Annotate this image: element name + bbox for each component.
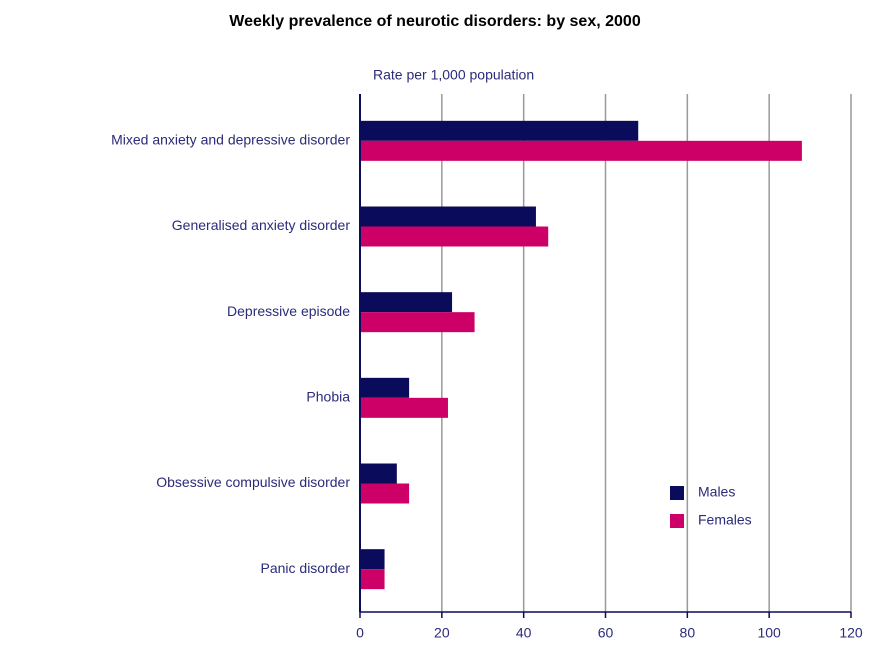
x-tick-label: 80 (680, 625, 696, 641)
bar (360, 397, 448, 418)
legend-swatch (670, 514, 684, 528)
x-tick-label: 20 (434, 625, 450, 641)
bar (360, 292, 453, 313)
y-tick-label: Generalised anxiety disorder (172, 217, 351, 233)
x-tick-label: 40 (516, 625, 532, 641)
bar (360, 140, 802, 161)
legend-swatch (670, 486, 684, 500)
x-tick-label: 60 (598, 625, 614, 641)
y-tick-label: Panic disorder (261, 560, 351, 576)
x-tick-label: 100 (757, 625, 781, 641)
x-tick-label: 120 (839, 625, 863, 641)
y-tick-label: Obsessive compulsive disorder (156, 474, 350, 490)
bar (360, 483, 410, 504)
bar (360, 549, 385, 570)
y-tick-label: Mixed anxiety and depressive disorder (111, 132, 350, 148)
bar (360, 312, 475, 333)
bar (360, 226, 549, 247)
chart-title: Weekly prevalence of neurotic disorders:… (229, 13, 641, 30)
bar (360, 569, 385, 590)
x-tick-label: 0 (356, 625, 364, 641)
bar (360, 463, 397, 484)
bar (360, 206, 536, 227)
bar (360, 377, 410, 398)
legend-label: Females (698, 512, 752, 528)
y-tick-label: Depressive episode (227, 303, 350, 319)
axis-label: Rate per 1,000 population (373, 67, 534, 83)
bar (360, 120, 639, 141)
legend-label: Males (698, 484, 735, 500)
y-tick-label: Phobia (306, 389, 350, 405)
